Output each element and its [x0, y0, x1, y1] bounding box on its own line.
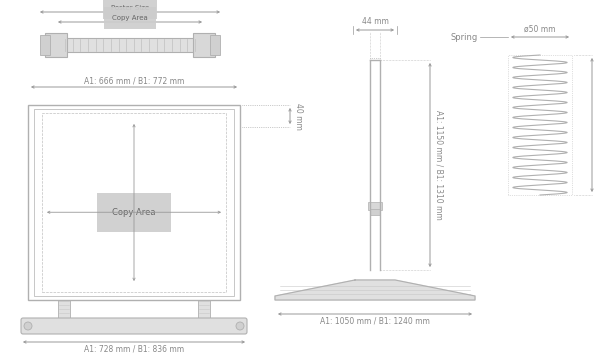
Text: A1: 1150 mm / B1: 1310 mm: A1: 1150 mm / B1: 1310 mm: [435, 110, 444, 220]
Bar: [210, 35, 220, 55]
Bar: [193, 33, 215, 57]
Text: 100 mm: 100 mm: [597, 109, 600, 141]
Text: 40 mm: 40 mm: [294, 103, 303, 130]
Bar: [34, 109, 234, 296]
Bar: [45, 33, 67, 57]
Bar: [198, 300, 210, 318]
Bar: [63, 38, 197, 52]
FancyBboxPatch shape: [21, 318, 247, 334]
Text: A1: 728 mm / B1: 836 mm: A1: 728 mm / B1: 836 mm: [84, 345, 184, 354]
Text: A1: 1050 mm / B1: 1240 mm: A1: 1050 mm / B1: 1240 mm: [320, 317, 430, 326]
Text: Copy Area: Copy Area: [112, 208, 156, 217]
Circle shape: [236, 322, 244, 330]
Bar: [508, 55, 572, 195]
Bar: [28, 105, 240, 300]
Text: Poster Size: Poster Size: [111, 5, 149, 11]
Text: A1: 666 mm / B1: 772 mm: A1: 666 mm / B1: 772 mm: [84, 76, 184, 85]
Polygon shape: [275, 280, 475, 300]
Bar: [58, 300, 70, 318]
Text: ø50 mm: ø50 mm: [524, 25, 556, 34]
Text: 44 mm: 44 mm: [362, 17, 388, 26]
Text: Copy Area: Copy Area: [112, 15, 148, 21]
Text: Spring: Spring: [451, 32, 478, 42]
Circle shape: [24, 322, 32, 330]
Bar: [370, 209, 380, 215]
Bar: [40, 35, 50, 55]
Bar: [368, 202, 382, 210]
Bar: [42, 113, 226, 292]
